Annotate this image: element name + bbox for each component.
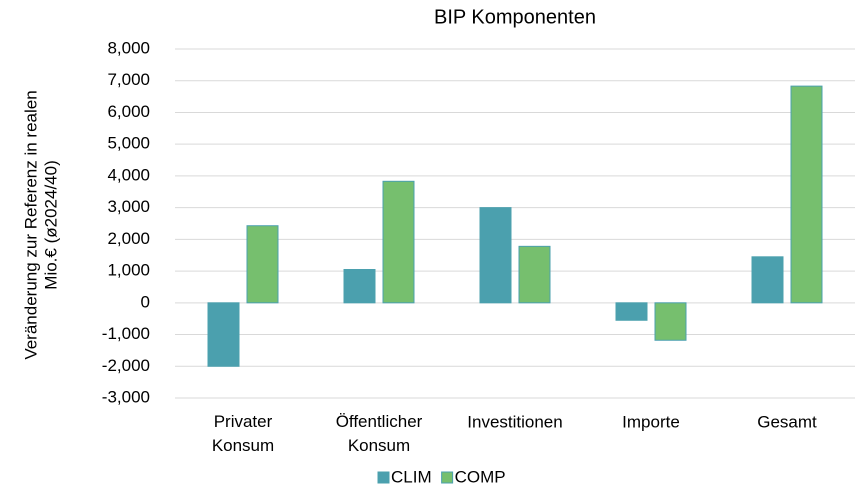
y-axis-title: Veränderung zur Referenz in realen Mio.€… (21, 90, 60, 359)
x-tick-label: Öffentlicher Konsum (336, 412, 423, 455)
y-tick-label: 5,000 (107, 134, 150, 153)
y-tick-label: 0 (141, 292, 150, 311)
y-tick-label: 8,000 (107, 38, 150, 57)
y-tick-label: 7,000 (107, 70, 150, 89)
y-tick-label: -1,000 (102, 324, 150, 343)
x-tick-label: Privater Konsum (212, 412, 274, 455)
x-tick-label: Investitionen (467, 412, 562, 431)
bar (518, 245, 551, 304)
bar (343, 269, 376, 304)
y-tick-label: 6,000 (107, 102, 150, 121)
legend-label: CLIM (391, 467, 432, 486)
legend-swatch (441, 471, 454, 484)
x-tick-label: Gesamt (757, 412, 817, 431)
bar (654, 302, 687, 341)
y-tick-label: 3,000 (107, 197, 150, 216)
y-tick-label: 1,000 (107, 261, 150, 280)
legend-label: COMP (455, 467, 506, 486)
bar (207, 302, 240, 367)
bar (382, 180, 415, 304)
y-tick-label: -3,000 (102, 387, 150, 406)
y-tick-label: 2,000 (107, 229, 150, 248)
y-axis-title-line: Mio.€ (ø2024/40) (41, 160, 60, 289)
x-tick-label: Importe (622, 412, 680, 431)
y-axis-title-line: Veränderung zur Referenz in realen (21, 90, 40, 359)
y-tick-label: 4,000 (107, 165, 150, 184)
chart-title: BIP Komponenten (434, 6, 596, 28)
bar (246, 225, 279, 304)
legend-swatch (377, 471, 390, 484)
y-tick-label: -2,000 (102, 356, 150, 375)
bar (479, 207, 512, 304)
bar (751, 256, 784, 304)
bar (790, 85, 823, 304)
bar (615, 302, 648, 321)
